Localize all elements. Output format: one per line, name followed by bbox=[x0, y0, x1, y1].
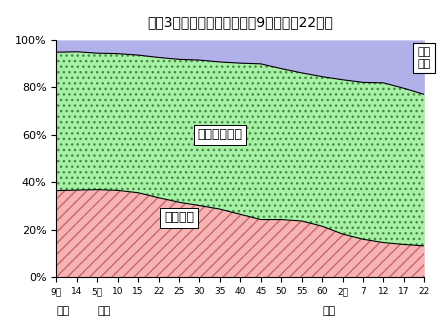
Text: 老年
人口: 老年 人口 bbox=[418, 47, 431, 69]
Text: 昭和: 昭和 bbox=[97, 306, 111, 316]
Title: 年齢3区分割合の推移（大正9年〜平成22年）: 年齢3区分割合の推移（大正9年〜平成22年） bbox=[148, 15, 333, 29]
Text: 平成: 平成 bbox=[322, 306, 335, 316]
Text: 生産年齢人口: 生産年齢人口 bbox=[198, 128, 243, 141]
Text: 年少人口: 年少人口 bbox=[164, 211, 194, 224]
Text: 大正: 大正 bbox=[56, 306, 70, 316]
